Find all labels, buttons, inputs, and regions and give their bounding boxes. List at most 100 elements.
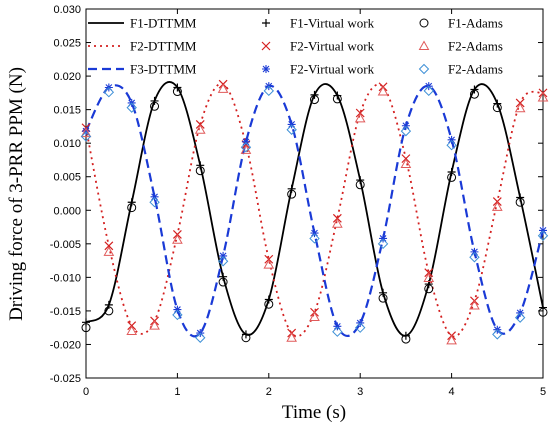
data-point — [103, 246, 115, 256]
y-tick-label: 0.030 — [53, 4, 81, 16]
data-point — [194, 124, 206, 134]
x-tick-label: 2 — [266, 386, 272, 398]
data-point — [310, 95, 319, 105]
data-point — [332, 94, 342, 104]
data-point — [150, 192, 159, 201]
data-point — [470, 85, 479, 94]
data-point — [539, 303, 547, 312]
data-point — [514, 312, 526, 323]
data-point — [491, 201, 503, 211]
data-point — [263, 259, 275, 269]
legend-label: F3-DTTMM — [130, 62, 197, 77]
data-point — [354, 322, 366, 333]
data-point — [195, 332, 206, 343]
data-point — [424, 284, 434, 294]
y-tick-label: -0.015 — [50, 306, 81, 318]
data-point — [82, 318, 90, 327]
legend-label: F2-DTTMM — [130, 39, 197, 54]
series-line-2 — [85, 84, 545, 338]
series-markers-6 — [81, 87, 548, 344]
y-axis-title: Driving force of 3-PRR PPM (N) — [6, 67, 27, 321]
x-tick-label: 4 — [449, 386, 455, 398]
data-point — [516, 193, 525, 202]
y-tick-label: -0.025 — [50, 373, 81, 385]
series-line-0 — [85, 81, 544, 337]
legend-marker-swatch — [418, 40, 430, 50]
data-point — [241, 333, 251, 343]
data-point — [80, 131, 92, 142]
data-point — [423, 85, 434, 97]
data-point — [446, 334, 457, 345]
legend-marker-swatch — [261, 41, 271, 51]
legend-entry: F2-Virtual work — [262, 62, 375, 77]
legend-entry: F1-DTTMM — [88, 16, 197, 31]
y-tick-label: -0.020 — [50, 339, 81, 351]
data-point — [80, 127, 92, 138]
data-point — [309, 311, 320, 321]
data-point — [333, 322, 342, 331]
legend-marker-swatch — [262, 65, 270, 73]
data-point — [354, 112, 366, 123]
legend-marker-swatch — [418, 63, 430, 75]
data-point — [378, 293, 388, 303]
data-point — [400, 125, 412, 137]
legend-label: F2-Virtual work — [290, 39, 375, 54]
data-point — [538, 307, 548, 317]
data-point — [514, 102, 526, 113]
data-point — [447, 168, 456, 177]
legend-label: F2-Virtual work — [290, 62, 375, 77]
data-point — [104, 306, 114, 316]
data-point — [219, 251, 228, 260]
y-tick-label: 0.020 — [53, 71, 81, 83]
data-point — [537, 230, 549, 241]
series-markers-3 — [82, 83, 547, 340]
data-point — [537, 92, 549, 102]
data-point — [401, 334, 411, 344]
data-point — [126, 325, 138, 336]
axis-ticks: 0 1 2 3 4 5 -0.025 -0.020 -0.015 -0.010 -0.005 0.00… — [50, 4, 546, 398]
data-point — [492, 329, 503, 340]
legend-entry: F1-Virtual work — [262, 16, 375, 31]
data-point — [127, 203, 137, 213]
data-point — [150, 101, 160, 111]
data-point — [379, 288, 388, 297]
y-tick-label: 0.010 — [53, 138, 81, 150]
y-tick-label: 0.000 — [53, 205, 81, 217]
legend-entry: F2-Virtual work — [261, 39, 375, 54]
plot-frame — [85, 8, 544, 379]
data-point — [217, 256, 229, 267]
data-point — [195, 166, 205, 176]
data-point — [355, 180, 365, 190]
data-point — [423, 272, 435, 283]
data-point — [218, 277, 228, 287]
y-tick-label: 0.015 — [53, 105, 81, 117]
data-point — [309, 233, 320, 244]
legend-entry: F2-Adams — [418, 62, 503, 77]
series-markers-4 — [81, 79, 548, 341]
legend-entry: F1-Adams — [419, 16, 503, 31]
data-point — [264, 299, 274, 309]
data-point — [172, 87, 182, 97]
data-point — [400, 158, 412, 168]
data-point — [172, 309, 183, 321]
data-point — [217, 83, 229, 93]
series-lines — [85, 81, 545, 338]
x-axis-title: Time (s) — [282, 402, 346, 423]
series-line-1 — [85, 82, 544, 338]
data-point — [356, 176, 365, 185]
data-point — [377, 86, 389, 96]
legend-label: F1-Adams — [448, 16, 503, 31]
legend-label: F1-Virtual work — [290, 16, 375, 31]
x-tick-label: 3 — [357, 386, 363, 398]
data-point — [127, 198, 136, 207]
data-point — [286, 332, 298, 342]
y-tick-label: 0.025 — [53, 38, 81, 50]
data-point — [173, 305, 182, 314]
data-point — [104, 300, 113, 309]
legend-marker-swatch — [262, 19, 270, 27]
y-tick-label: 0.005 — [53, 172, 81, 184]
data-point — [150, 96, 159, 105]
data-point — [103, 86, 115, 98]
data-point — [447, 172, 457, 182]
